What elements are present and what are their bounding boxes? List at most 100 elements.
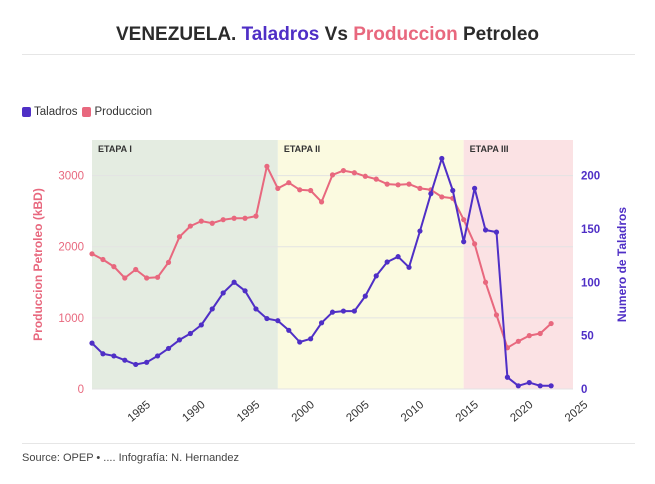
point-taladros (461, 239, 467, 245)
point-taladros (362, 293, 368, 299)
y-right-tick-label: 200 (581, 171, 600, 183)
y-left-tick-label: 3000 (58, 171, 84, 183)
title-part-5: Petroleo (457, 24, 540, 45)
point-taladros (111, 353, 117, 359)
point-produccion (133, 266, 139, 273)
point-taladros (493, 229, 500, 235)
point-produccion (176, 234, 183, 240)
point-produccion (209, 220, 215, 226)
point-taladros (286, 327, 292, 333)
point-taladros (308, 336, 314, 342)
point-produccion (144, 275, 150, 281)
x-tick-label: 2010 (399, 399, 426, 425)
point-produccion (329, 172, 336, 178)
x-tick-label: 2000 (290, 399, 317, 425)
point-taladros (275, 318, 281, 324)
etapa-band-1 (92, 140, 278, 389)
point-produccion (231, 215, 237, 221)
point-taladros (242, 288, 248, 294)
point-produccion (297, 187, 303, 193)
point-produccion (264, 163, 270, 169)
point-produccion (111, 264, 117, 270)
point-taladros (373, 273, 379, 279)
point-taladros (504, 374, 511, 380)
title-part-produccion: Produccion (353, 24, 458, 45)
point-taladros (318, 320, 325, 326)
y-left-axis-title: Produccion Petroleo (kBD) (31, 188, 45, 341)
point-produccion (439, 194, 445, 200)
x-tick-label: 1985 (126, 399, 153, 425)
divider-bottom (22, 443, 635, 444)
y-right-tick-label: 0 (581, 384, 587, 396)
point-taladros (100, 351, 106, 357)
point-produccion (384, 181, 390, 187)
point-produccion (340, 167, 347, 174)
point-taladros (231, 279, 237, 285)
legend-swatch-produccion (82, 107, 92, 117)
point-taladros (515, 383, 521, 389)
point-produccion (548, 320, 554, 327)
point-taladros (154, 353, 161, 359)
point-produccion (242, 215, 248, 221)
y-left-tick-label: 2000 (58, 242, 84, 254)
point-produccion (395, 182, 401, 188)
point-taladros (395, 254, 401, 260)
point-taladros (351, 308, 357, 314)
point-produccion (351, 170, 357, 176)
point-produccion (318, 199, 325, 205)
chart-title: VENEZUELA. Taladros Vs Produccion Petrol… (0, 24, 655, 46)
point-produccion (493, 312, 500, 318)
point-taladros (537, 383, 543, 389)
legend-label-taladros: Taladros (34, 106, 78, 118)
point-taladros (548, 383, 554, 389)
point-taladros (439, 155, 445, 162)
point-taladros (198, 322, 204, 328)
x-tick-label: 2005 (344, 399, 371, 425)
title-part-1: VENEZUELA. (115, 24, 242, 45)
legend-item-taladros[interactable]: Taladros (22, 106, 77, 118)
point-produccion (373, 176, 379, 182)
divider-top (22, 54, 635, 55)
y-left-tick-label: 1000 (58, 313, 84, 325)
point-produccion (154, 274, 161, 280)
x-tick-label: 2015 (454, 399, 481, 425)
point-taladros (176, 337, 183, 343)
y-left-tick-label: 0 (78, 384, 84, 396)
point-taladros (220, 290, 226, 296)
y-right-axis-title: Numero de Taladros (615, 207, 629, 322)
point-produccion (89, 251, 95, 257)
point-taladros (133, 361, 139, 368)
point-taladros (450, 187, 456, 194)
point-taladros (122, 357, 128, 363)
point-produccion (526, 333, 532, 339)
point-taladros (187, 330, 193, 337)
point-produccion (198, 218, 204, 224)
point-produccion (461, 217, 467, 223)
legend-swatch-taladros (22, 107, 31, 117)
point-taladros (406, 264, 412, 270)
source-note: Source: OPEP • .... Infografía: N. Herna… (22, 452, 240, 464)
point-taladros (297, 339, 303, 345)
x-tick-label: 2025 (563, 399, 590, 425)
point-produccion (253, 213, 259, 219)
point-taladros (384, 259, 390, 265)
legend-item-produccion[interactable]: Produccion (82, 106, 152, 118)
point-taladros (340, 308, 347, 314)
point-taladros (144, 359, 150, 365)
point-taladros (417, 228, 423, 234)
point-produccion (100, 256, 106, 263)
etapa-label-2: ETAPA II (284, 144, 320, 154)
point-produccion (472, 241, 478, 247)
y-right-tick-label: 50 (581, 331, 594, 343)
point-taladros (89, 340, 95, 346)
point-produccion (220, 217, 226, 223)
point-taladros (165, 345, 172, 352)
point-taladros (526, 379, 532, 386)
point-produccion (362, 173, 368, 179)
point-taladros (253, 306, 259, 312)
point-taladros (209, 306, 215, 312)
point-taladros (428, 191, 434, 197)
legend: Taladros Produccion (22, 106, 157, 118)
point-taladros (329, 309, 336, 315)
point-produccion (417, 185, 423, 191)
